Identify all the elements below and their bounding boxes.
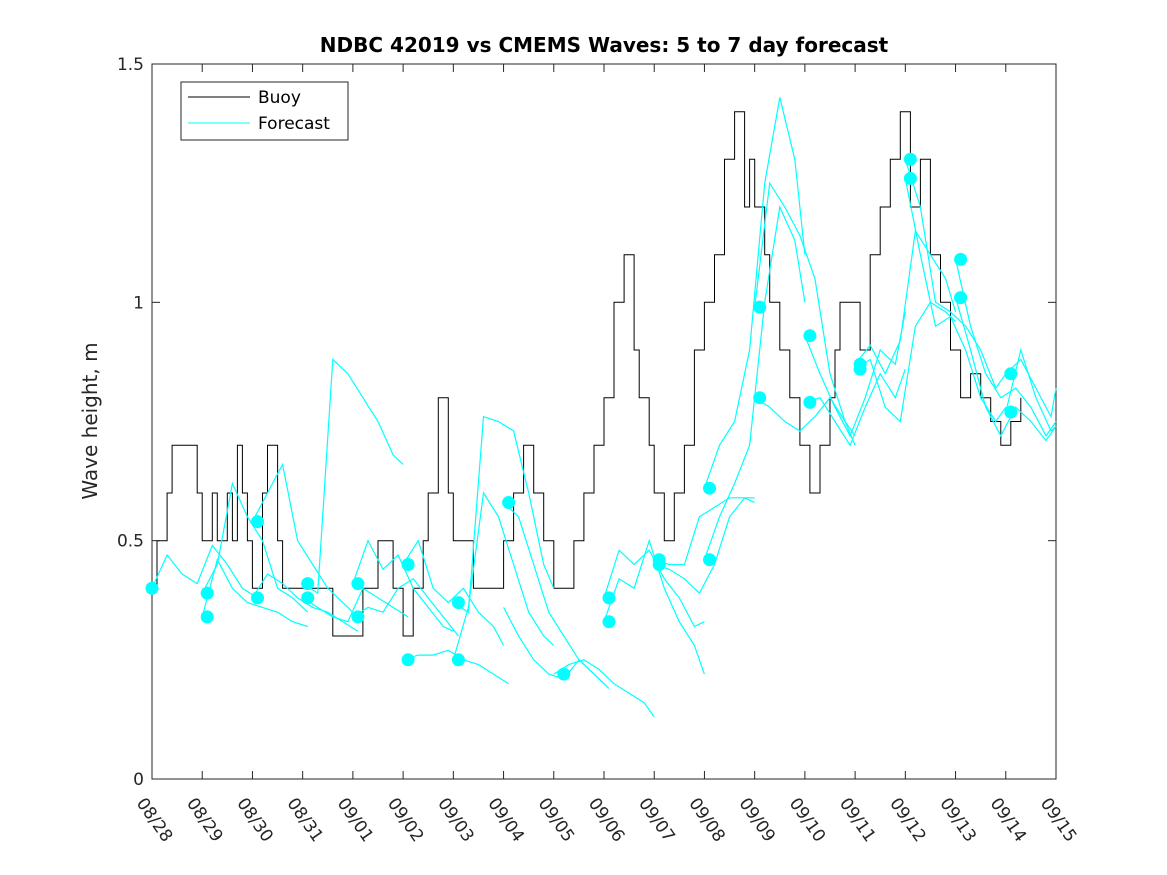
forecast-series-line: [151, 544, 258, 599]
forecast-series-line: [754, 181, 856, 446]
forecast-start-marker: [502, 496, 516, 509]
forecast-start-marker: [903, 171, 917, 185]
forecast-series-line: [754, 396, 856, 437]
forecast-start-marker: [200, 586, 214, 600]
y-axis: 0 0.5 1 1.5: [117, 55, 1056, 790]
forecast-series-line: [352, 539, 454, 632]
forecast-start-marker: [853, 362, 867, 376]
forecast-series-line: [955, 297, 1057, 442]
forecast-series-line: [553, 659, 655, 718]
forecast-series-line: [452, 415, 555, 614]
y-tick-label: 0: [133, 770, 144, 790]
forecast-start-markers: [145, 152, 1018, 681]
forecast-start-marker: [251, 591, 264, 605]
forecast-start-marker: [602, 591, 616, 605]
forecast-start-marker: [1004, 367, 1018, 381]
forecast-series-line: [804, 368, 906, 447]
y-axis-label: Wave height, m: [78, 342, 102, 499]
plot-area: [145, 63, 1057, 780]
forecast-series-line: [452, 491, 555, 660]
forecast-series-line: [1005, 358, 1057, 419]
forecast-start-marker: [703, 481, 716, 495]
forecast-start-marker: [351, 577, 365, 591]
forecast-series-line: [904, 159, 1007, 390]
forecast-start-marker: [652, 558, 666, 571]
forecast-start-marker: [451, 596, 465, 610]
forecast-start-marker: [251, 515, 264, 529]
forecast-start-marker: [401, 653, 415, 667]
forecast-series-line: [352, 578, 459, 637]
forecast-start-marker: [753, 300, 767, 314]
forecast-series-line: [251, 462, 359, 618]
forecast-series-line: [854, 301, 957, 423]
buoy-series-line: [152, 111, 1022, 637]
forecast-layer: [151, 97, 1057, 718]
forecast-start-marker: [954, 291, 968, 305]
legend: Buoy Forecast: [180, 81, 349, 141]
y-tick-label: 1.5: [117, 55, 144, 75]
forecast-start-marker: [903, 152, 917, 166]
y-tick-label: 1: [133, 293, 144, 313]
forecast-series-line: [654, 497, 755, 566]
forecast-start-marker: [602, 615, 616, 629]
legend-buoy-label: Buoy: [258, 88, 301, 108]
forecast-start-marker: [351, 610, 365, 624]
forecast-series-line: [955, 259, 1057, 437]
chart-title: NDBC 42019 vs CMEMS Waves: 5 to 7 day fo…: [320, 33, 889, 57]
forecast-series-line: [904, 178, 1007, 423]
forecast-start-marker: [200, 610, 214, 624]
legend-box: [180, 81, 349, 141]
forecast-start-marker: [1004, 405, 1018, 419]
forecast-series-line: [703, 97, 806, 489]
forecast-start-marker: [954, 252, 968, 266]
forecast-start-marker: [703, 553, 716, 567]
forecast-start-marker: [803, 395, 817, 409]
forecast-start-marker: [401, 558, 415, 571]
y-tick-label: 0.5: [117, 532, 144, 552]
forecast-start-marker: [301, 591, 315, 605]
forecast-start-marker: [451, 653, 465, 667]
forecast-series-line: [201, 481, 309, 613]
forecast-series-line: [703, 204, 806, 560]
forecast-series-line: [503, 607, 610, 689]
forecast-series-line: [302, 587, 409, 623]
forecast-series-line: [402, 539, 505, 646]
forecast-series-line: [854, 229, 957, 376]
forecast-series-line: [302, 358, 404, 595]
legend-forecast-label: Forecast: [258, 114, 330, 134]
forecast-series-line: [201, 558, 308, 628]
buoy-layer: [152, 111, 1022, 637]
forecast-series-line: [804, 311, 906, 438]
forecast-series-line: [654, 497, 755, 595]
forecast-start-marker: [803, 329, 817, 343]
forecast-start-marker: [145, 581, 159, 595]
forecast-start-marker: [557, 667, 571, 681]
forecast-start-marker: [301, 577, 315, 591]
forecast-start-marker: [753, 391, 767, 405]
